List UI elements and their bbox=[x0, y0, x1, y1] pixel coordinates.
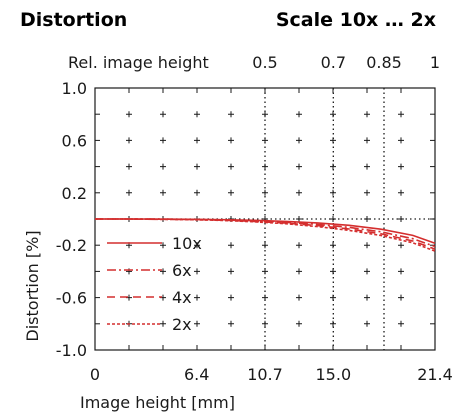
grid-cross bbox=[398, 242, 404, 249]
scale-label: Scale 10x … 2x bbox=[276, 9, 436, 31]
grid-cross bbox=[398, 268, 404, 275]
grid-cross bbox=[296, 294, 302, 301]
grid-cross bbox=[296, 137, 302, 144]
grid-cross bbox=[330, 242, 336, 249]
grid-cross bbox=[296, 111, 302, 118]
grid-cross bbox=[296, 320, 302, 327]
grid-cross bbox=[364, 294, 370, 301]
grid-cross bbox=[296, 242, 302, 249]
y-axis-label: Distortion [%] bbox=[23, 230, 42, 341]
grid-cross bbox=[364, 242, 370, 249]
top-axis-label: Rel. image height bbox=[68, 53, 209, 72]
grid-cross bbox=[228, 268, 234, 275]
x-tick-label: 0 bbox=[90, 365, 100, 384]
tick-labels: 0 6.4 10.7 15.0 21.41.00.60.2-0.2-0.6-1.00.5… bbox=[56, 53, 453, 384]
y-tick-label: -0.2 bbox=[56, 236, 87, 255]
series-lines bbox=[95, 218, 436, 252]
grid-cross bbox=[194, 320, 200, 327]
grid-cross bbox=[160, 242, 166, 249]
grid-cross bbox=[398, 294, 404, 301]
grid-cross bbox=[194, 268, 200, 275]
grid-cross bbox=[228, 242, 234, 249]
grid-cross bbox=[228, 320, 234, 327]
y-tick-label: 1.0 bbox=[62, 79, 87, 98]
grid-cross bbox=[160, 163, 166, 170]
x-tick-label: 15.0 bbox=[316, 365, 352, 384]
grid-cross bbox=[194, 189, 200, 196]
grid-cross bbox=[194, 242, 200, 249]
reference-lines bbox=[95, 88, 435, 350]
legend-label-4x: 4x bbox=[172, 288, 192, 307]
grid-cross bbox=[364, 137, 370, 144]
grid-cross bbox=[398, 111, 404, 118]
legend-label-10x: 10x bbox=[172, 234, 202, 253]
grid-cross bbox=[228, 137, 234, 144]
grid-cross bbox=[160, 189, 166, 196]
top-tick-label: 0.7 bbox=[321, 53, 346, 72]
x-tick-label: 6.4 bbox=[184, 365, 209, 384]
legend-label-6x: 6x bbox=[172, 261, 192, 280]
grid-cross bbox=[194, 137, 200, 144]
grid-cross bbox=[160, 268, 166, 275]
grid-cross bbox=[126, 163, 132, 170]
grid-cross bbox=[364, 189, 370, 196]
grid-cross bbox=[126, 111, 132, 118]
grid-cross bbox=[398, 137, 404, 144]
grid-cross bbox=[228, 189, 234, 196]
grid-cross bbox=[126, 189, 132, 196]
top-tick-label: 1 bbox=[430, 53, 440, 72]
grid-cross bbox=[398, 189, 404, 196]
grid-cross bbox=[398, 320, 404, 327]
grid-cross bbox=[296, 189, 302, 196]
series-line-4x bbox=[95, 218, 436, 250]
grid-cross bbox=[228, 163, 234, 170]
grid-cross bbox=[262, 320, 268, 327]
grid-cross bbox=[194, 111, 200, 118]
grid-cross bbox=[262, 242, 268, 249]
x-axis-label: Image height [mm] bbox=[80, 393, 235, 412]
y-tick-label: 0.2 bbox=[62, 184, 87, 203]
x-tick-label: 21.4 bbox=[417, 365, 453, 384]
y-tick-label: -1.0 bbox=[56, 341, 87, 360]
grid-cross bbox=[364, 111, 370, 118]
grid-cross bbox=[228, 111, 234, 118]
grid-cross bbox=[228, 294, 234, 301]
grid-cross bbox=[194, 294, 200, 301]
y-tick-label: 0.6 bbox=[62, 131, 87, 150]
legend: 10x 6x 4x 2x bbox=[107, 234, 202, 334]
chart-title: Distortion bbox=[20, 9, 127, 31]
grid-cross bbox=[330, 320, 336, 327]
legend-label-2x: 2x bbox=[172, 315, 192, 334]
grid-cross bbox=[160, 137, 166, 144]
grid-cross bbox=[364, 163, 370, 170]
grid-cross bbox=[160, 320, 166, 327]
grid-cross bbox=[296, 163, 302, 170]
x-tick-label: 10.7 bbox=[247, 365, 283, 384]
top-tick-label: 0.85 bbox=[366, 53, 402, 72]
grid-cross bbox=[126, 137, 132, 144]
series-line-2x bbox=[95, 218, 436, 252]
grid-cross bbox=[194, 163, 200, 170]
grid-cross bbox=[296, 268, 302, 275]
grid-cross bbox=[364, 320, 370, 327]
grid-cross bbox=[398, 163, 404, 170]
top-tick-label: 0.5 bbox=[252, 53, 277, 72]
grid-cross bbox=[364, 216, 370, 222]
grid-cross bbox=[364, 268, 370, 275]
grid-cross bbox=[160, 111, 166, 118]
y-tick-label: -0.6 bbox=[56, 289, 87, 308]
